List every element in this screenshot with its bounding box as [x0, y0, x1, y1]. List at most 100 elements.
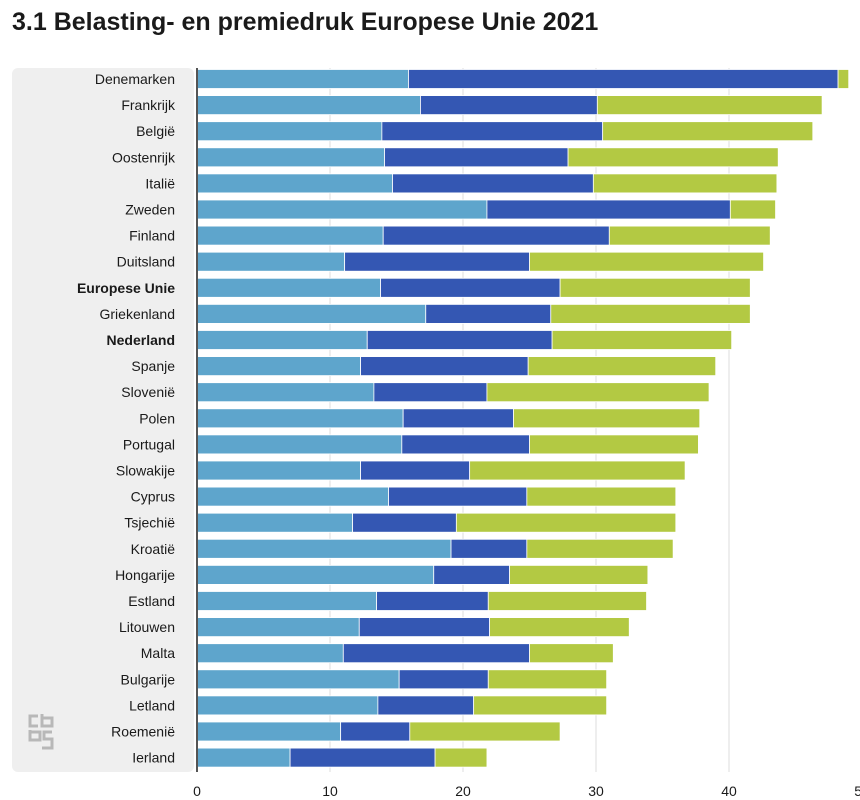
category-label: Polen: [139, 410, 175, 426]
bar-segment-2: [486, 199, 731, 220]
category-label: Oostenrijk: [112, 149, 176, 165]
bar-segment-2: [402, 408, 514, 429]
bar-segment-2: [342, 643, 530, 664]
bar-segment-3: [837, 69, 850, 89]
chart-title: 3.1 Belasting- en premiedruk Europese Un…: [12, 8, 599, 36]
category-label: Nederland: [107, 332, 175, 348]
bar-segment-2: [360, 356, 529, 377]
bar-segment-1: [196, 199, 488, 220]
category-label: Slovenië: [121, 384, 175, 400]
bar-segment-2: [376, 591, 489, 611]
category-label: Frankrijk: [121, 97, 176, 113]
bar-segment-3: [473, 695, 608, 716]
bar-segment-1: [196, 303, 427, 324]
bar-segment-2: [358, 617, 491, 637]
category-label: Portugal: [123, 436, 175, 452]
bar-segment-3: [469, 460, 686, 481]
bar-segment-3: [486, 382, 710, 403]
bar-segment-1: [196, 747, 291, 768]
bar-segment-1: [196, 121, 383, 142]
bar-segment-3: [529, 643, 614, 664]
bar-segment-1: [196, 251, 346, 272]
bar-segment-2: [340, 721, 411, 742]
bar-segment-1: [196, 565, 435, 585]
bar-segment-1: [196, 695, 379, 716]
bar-segment-3: [567, 147, 779, 168]
bar-segment-3: [559, 277, 751, 298]
category-label: Spanje: [131, 358, 175, 374]
bar-segment-1: [196, 460, 361, 481]
category-label: Griekenland: [100, 306, 176, 322]
bar-segment-1: [196, 173, 393, 194]
bar-segment-1: [196, 225, 384, 246]
x-tick-label: 40: [721, 783, 737, 799]
bar-segment-2: [360, 460, 471, 481]
x-tick-label: 50: [854, 783, 860, 799]
category-label: Tsjechië: [124, 515, 175, 531]
category-label: Letland: [129, 697, 175, 713]
bar-segment-1: [196, 408, 404, 429]
bar-segment-3: [729, 199, 776, 220]
bar-segment-2: [420, 95, 598, 115]
bar-segment-2: [450, 538, 528, 559]
bar-segment-1: [196, 721, 342, 742]
category-label-panel: [12, 68, 194, 772]
x-tick-label: 0: [193, 783, 201, 799]
cbs-logo-icon: [28, 714, 54, 750]
bar-segment-2: [289, 747, 436, 768]
bar-segment-1: [196, 486, 389, 507]
bar-segment-2: [382, 225, 610, 246]
bar-segment-2: [392, 173, 594, 194]
bar-segment-1: [196, 147, 385, 168]
bar-segment-2: [352, 512, 457, 533]
category-label: Denemarken: [95, 71, 175, 87]
bar-segment-2: [384, 147, 569, 168]
bar-segment-3: [529, 251, 764, 272]
bars: [196, 69, 850, 768]
bar-segment-1: [196, 512, 354, 533]
bar-segment-3: [487, 669, 608, 690]
bar-segment-1: [196, 617, 360, 637]
x-tick-labels: 0 10 20 30 40 50: [193, 783, 860, 799]
bar-segment-3: [487, 591, 647, 611]
x-tick-label: 10: [322, 783, 338, 799]
bar-segment-2: [388, 486, 528, 507]
bar-segment-3: [513, 408, 701, 429]
bar-segment-3: [596, 95, 823, 115]
category-label: Finland: [129, 228, 175, 244]
bar-segment-1: [196, 330, 368, 350]
category-label: Cyprus: [131, 489, 175, 505]
bar-segment-2: [377, 695, 475, 716]
bar-segment-2: [401, 434, 530, 455]
bar-segment-1: [196, 277, 381, 298]
bar-segment-3: [509, 565, 649, 585]
category-label: Duitsland: [117, 254, 175, 270]
bar-segment-1: [196, 69, 409, 89]
bar-segment-3: [592, 173, 778, 194]
bar-segment-1: [196, 591, 377, 611]
bar-segment-2: [344, 251, 530, 272]
category-label: Slowakije: [116, 463, 175, 479]
bar-segment-3: [529, 434, 699, 455]
category-label: Estland: [128, 593, 175, 609]
x-tick-label: 30: [588, 783, 604, 799]
bar-segment-3: [602, 121, 814, 142]
bar-segment-2: [398, 669, 489, 690]
bar-segment-1: [196, 538, 452, 559]
category-label: Ierland: [132, 750, 175, 766]
bar-segment-3: [527, 356, 717, 377]
category-label: Italië: [145, 175, 175, 191]
bar-segment-1: [196, 356, 361, 377]
bar-segment-1: [196, 434, 403, 455]
category-label: Bulgarije: [121, 671, 176, 687]
category-labels: Denemarken Frankrijk België Oostenrijk Itali…: [77, 71, 176, 766]
bar-segment-2: [381, 121, 604, 142]
bar-segment-1: [196, 95, 421, 115]
bar-segment-3: [550, 303, 751, 324]
bar-segment-2: [425, 303, 552, 324]
bar-segment-3: [526, 538, 674, 559]
category-label: Roemenië: [111, 724, 175, 740]
bar-segment-3: [489, 617, 630, 637]
bar-segment-2: [433, 565, 510, 585]
